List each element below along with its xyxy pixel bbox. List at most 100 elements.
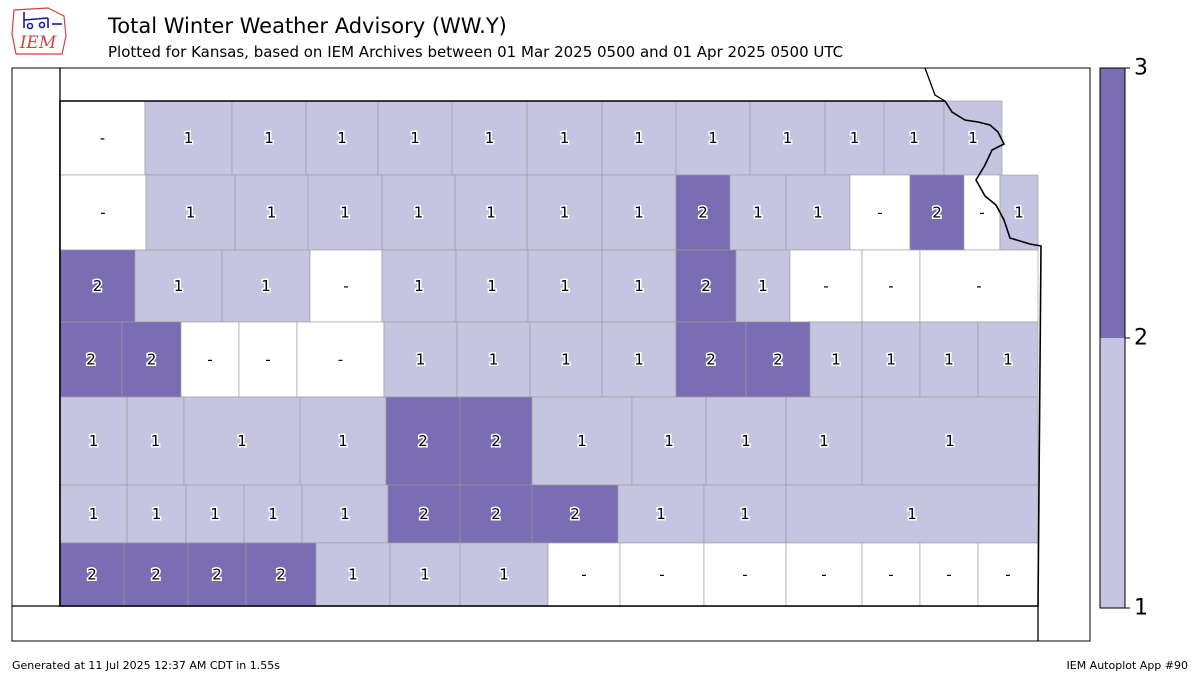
missouri-river-line xyxy=(924,67,946,102)
county-cell xyxy=(307,174,383,251)
county-value-label: 1 xyxy=(414,204,424,222)
county-value-label: 1 xyxy=(210,505,220,523)
county-cell xyxy=(296,321,385,398)
county-value-label: - xyxy=(946,566,951,584)
county-cell xyxy=(387,484,461,544)
county-value-label: 1 xyxy=(337,129,347,147)
county-value-label: 2 xyxy=(698,204,708,222)
county-cell xyxy=(126,484,187,544)
county-cell xyxy=(675,321,747,398)
county-cell xyxy=(703,542,787,607)
colorbar: 3 2 1 xyxy=(1099,56,1148,621)
county-cell xyxy=(456,321,531,398)
county-cell xyxy=(675,100,751,176)
county-cell xyxy=(861,542,921,607)
county-value-label: 2 xyxy=(491,432,501,450)
county-value-label: 1 xyxy=(486,204,496,222)
county-cell xyxy=(381,174,456,251)
county-value-label: 1 xyxy=(1003,351,1013,369)
county-cell xyxy=(134,249,223,323)
county-value-label: 2 xyxy=(570,505,580,523)
county-value-label: 1 xyxy=(174,277,184,295)
county-value-label: 1 xyxy=(968,129,978,147)
county-cell xyxy=(977,321,1039,398)
county-cell xyxy=(745,321,811,398)
county-cell xyxy=(526,100,603,176)
county-value-label: 1 xyxy=(420,566,430,584)
county-value-label: 1 xyxy=(410,129,420,147)
weather-station-icon xyxy=(23,12,62,30)
county-value-label: 1 xyxy=(348,566,358,584)
county-cell xyxy=(59,484,128,544)
county-cell xyxy=(617,484,705,544)
iem-logo: IEM xyxy=(11,7,67,55)
county-value-label: 1 xyxy=(186,204,196,222)
county-value-label: 1 xyxy=(89,505,99,523)
county-cell xyxy=(601,321,677,398)
county-value-label: 1 xyxy=(740,505,750,523)
county-value-label: 1 xyxy=(151,432,161,450)
county-value-label: 2 xyxy=(419,505,429,523)
county-cell xyxy=(999,174,1039,251)
county-value-label: 1 xyxy=(338,432,348,450)
county-value-label: - xyxy=(821,566,826,584)
county-cell xyxy=(963,174,1001,251)
county-cell xyxy=(238,321,298,398)
county-value-label: 1 xyxy=(268,505,278,523)
county-value-label: - xyxy=(976,277,981,295)
county-value-label: 2 xyxy=(93,277,103,295)
county-cell xyxy=(919,249,1039,323)
county-cell xyxy=(183,396,301,486)
county-value-label: 1 xyxy=(656,505,666,523)
county-value-label: - xyxy=(888,566,893,584)
county-value-label: - xyxy=(265,351,270,369)
colorbar-tick: 2 xyxy=(1134,326,1148,351)
county-value-label: 1 xyxy=(340,204,350,222)
county-value-label: - xyxy=(343,277,348,295)
county-value-label: 1 xyxy=(261,277,271,295)
county-cell xyxy=(919,321,979,398)
county-value-label: 2 xyxy=(701,277,711,295)
county-value-label: - xyxy=(979,204,984,222)
colorbar-tick: 1 xyxy=(1134,596,1148,621)
county-value-label: 1 xyxy=(850,129,860,147)
county-cell xyxy=(59,100,146,176)
county-value-label: 1 xyxy=(560,277,570,295)
county-value-label: 2 xyxy=(932,204,942,222)
county-value-label: 2 xyxy=(773,351,783,369)
county-value-label: 1 xyxy=(561,351,571,369)
county-value-label: 1 xyxy=(634,129,644,147)
county-value-label: 1 xyxy=(416,351,426,369)
county-cell xyxy=(123,542,189,607)
county-value-label: 2 xyxy=(276,566,286,584)
county-value-label: 1 xyxy=(634,351,644,369)
county-cell xyxy=(531,396,633,486)
page-subtitle: Plotted for Kansas, based on IEM Archive… xyxy=(108,43,844,61)
logo-text: IEM xyxy=(19,33,57,53)
colorbar-level1 xyxy=(1100,338,1125,608)
county-cell xyxy=(451,100,528,176)
county-value-label: 1 xyxy=(634,204,644,222)
county-cell xyxy=(601,174,677,251)
county-value-label: 1 xyxy=(741,432,751,450)
county-cell xyxy=(315,542,391,607)
county-value-label: - xyxy=(742,566,747,584)
county-value-label: - xyxy=(100,129,105,147)
county-layer: - 1 1 1 1 1 1 1 1 1 1 1 1 - 1 1 1 1 1 1 1 2 1 1 - 2 - 1 2 1 1 - 1 1 1 1 2 1 - -… xyxy=(59,100,1039,607)
county-cell xyxy=(221,249,311,323)
county-value-label: 2 xyxy=(151,566,161,584)
county-cell xyxy=(245,542,317,607)
county-cell xyxy=(861,396,1039,486)
county-value-label: 1 xyxy=(184,129,194,147)
county-value-label: 1 xyxy=(414,277,424,295)
county-value-label: 1 xyxy=(753,204,763,222)
county-value-label: 1 xyxy=(560,129,570,147)
county-cell xyxy=(861,321,921,398)
county-cell xyxy=(789,249,863,323)
county-value-label: 2 xyxy=(212,566,222,584)
county-value-label: 1 xyxy=(560,204,570,222)
county-cell xyxy=(301,484,389,544)
county-cell xyxy=(809,321,863,398)
county-value-label: 2 xyxy=(491,505,501,523)
